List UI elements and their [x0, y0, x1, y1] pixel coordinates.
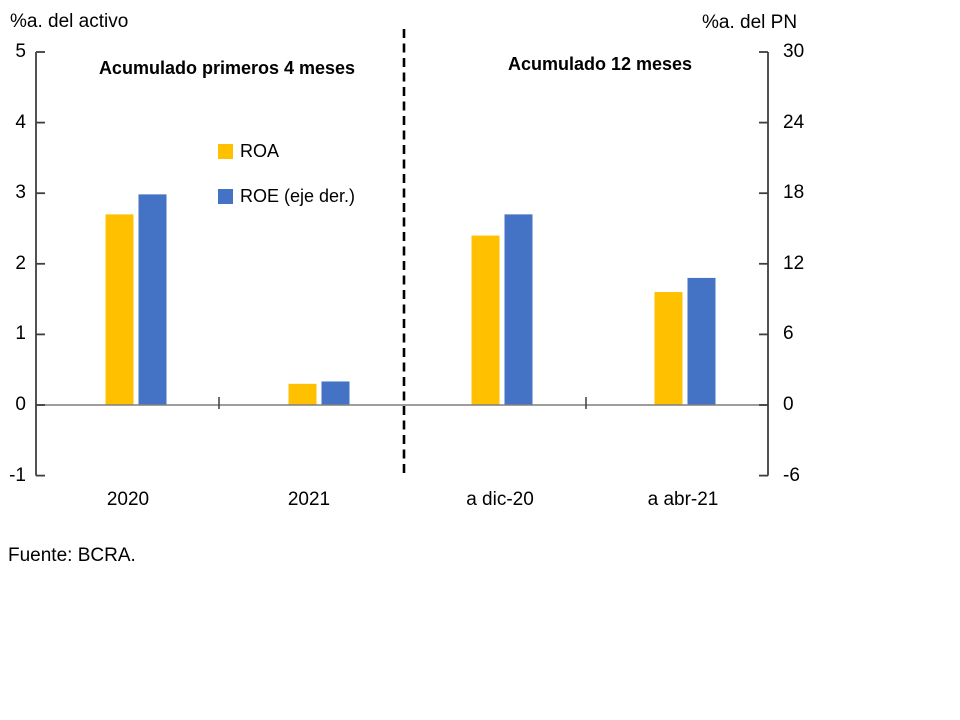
legend: ROA ROE (eje der.)	[218, 141, 356, 234]
category-label-2020: 2020	[106, 489, 150, 510]
roe-legend-swatch	[218, 189, 233, 204]
legend-item-roa: ROA	[218, 141, 355, 161]
roe-legend-label: ROE (eje der.)	[240, 186, 356, 206]
category-label-a-dic-20: a dic-20	[466, 489, 534, 510]
bar-roa-a-dic-20	[471, 235, 500, 405]
right-axis-tick-label: 30	[783, 41, 805, 62]
right-axis-tick-label: 6	[783, 323, 794, 345]
right-axis-tick-label: 0	[783, 394, 794, 415]
left-axis-tick-label: 4	[15, 111, 26, 133]
left-axis-tick-label: 3	[15, 182, 26, 204]
roa-legend-swatch	[218, 144, 233, 159]
bar-roe-2021	[321, 381, 350, 405]
bar-roe-2020	[138, 194, 167, 405]
left-axis-title: %a. del activo	[10, 11, 129, 32]
roa-legend-label: ROA	[240, 141, 280, 161]
right-axis-tick-label: 18	[783, 182, 805, 204]
bar-roa-2020	[105, 214, 134, 405]
right-axis-tick-label: 12	[783, 252, 805, 274]
bar-roa-a-abr-21	[654, 292, 683, 405]
source-note: Fuente: BCRA.	[8, 545, 136, 566]
left-axis-tick-label: 2	[15, 252, 26, 274]
panel-title-acumulado-4-meses: Acumulado primeros 4 meses	[98, 58, 356, 78]
right-axis-tick-label: 24	[783, 111, 805, 133]
category-label-a-abr-21: a abr-21	[647, 489, 719, 510]
panel-title-acumulado-12-meses: Acumulado 12 meses	[507, 54, 693, 74]
left-axis-tick-label: 0	[15, 394, 26, 415]
bar-roe-a-dic-20	[504, 214, 533, 405]
right-axis-tick-label: -6	[783, 464, 800, 486]
bar-roe-a-abr-21	[687, 277, 716, 405]
left-axis-tick-label: 1	[15, 323, 26, 345]
category-label-2021: 2021	[287, 489, 331, 510]
bar-roa-2021	[288, 383, 317, 405]
right-axis-title: %a. del PN	[702, 12, 798, 33]
left-axis-tick-label: 5	[15, 41, 26, 62]
left-axis-tick-label: -1	[9, 464, 26, 486]
legend-item-roe: ROE (eje der.)	[218, 186, 356, 206]
